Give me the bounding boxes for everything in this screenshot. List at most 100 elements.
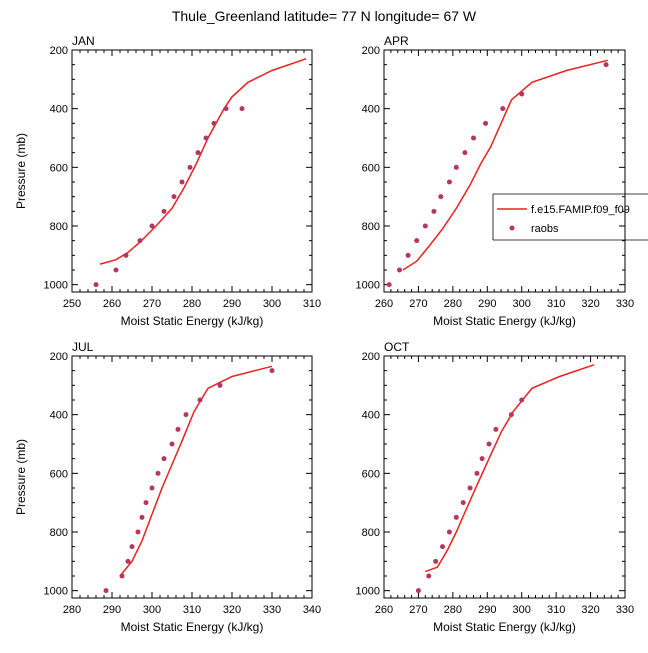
obs-point xyxy=(474,470,480,476)
obs-point xyxy=(508,412,514,418)
obs-point xyxy=(161,456,167,462)
y-tick-label: 1000 xyxy=(44,280,68,292)
x-tick-label: 310 xyxy=(303,298,321,310)
y-tick-label: 800 xyxy=(362,221,380,233)
model-line xyxy=(402,59,608,271)
x-tick-label: 260 xyxy=(375,298,393,310)
obs-point xyxy=(195,150,201,156)
plot-frame xyxy=(383,355,626,599)
legend-model-label: f.e15.FAMIP.f09_f09 xyxy=(531,204,630,216)
panel-apr: 260 270 280 290 300 310 320 330 200 400 600 800 1000… xyxy=(356,34,635,328)
x-tick-label: 260 xyxy=(375,604,393,616)
obs-point xyxy=(171,194,177,200)
legend-obs-label: raobs xyxy=(531,223,559,235)
obs-point xyxy=(486,441,492,447)
model-line xyxy=(99,58,307,265)
x-tick-label: 270 xyxy=(143,298,161,310)
x-tick-label: 320 xyxy=(223,604,241,616)
y-tick-label: 600 xyxy=(362,162,380,174)
obs-point xyxy=(414,238,420,244)
x-tick-label: 290 xyxy=(223,298,241,310)
obs-point xyxy=(155,470,161,476)
obs-point xyxy=(125,558,131,564)
y-tick-label: 1000 xyxy=(44,586,68,598)
y-tick-label: 1000 xyxy=(356,586,380,598)
obs-point xyxy=(135,529,141,535)
obs-point xyxy=(462,150,468,156)
y-tick-label: 200 xyxy=(50,351,68,363)
x-tick-label: 310 xyxy=(547,298,565,310)
y-tick-label: 200 xyxy=(362,351,380,363)
panel-label: JUL xyxy=(72,340,94,354)
obs-point xyxy=(386,282,392,288)
obs-point xyxy=(453,514,459,520)
x-tick-label: 340 xyxy=(303,604,321,616)
obs-point xyxy=(175,426,181,432)
x-tick-label: 260 xyxy=(103,298,121,310)
panels: 250 260 270 280 290 300 310 200 400 600 800 1000 JAN… xyxy=(14,34,634,634)
x-tick-label: 310 xyxy=(183,604,201,616)
x-axis-title: Moist Static Energy (kJ/kg) xyxy=(433,314,576,328)
obs-point xyxy=(422,223,428,229)
obs-point xyxy=(239,106,245,112)
legend-obs-swatch xyxy=(509,225,515,231)
obs-point xyxy=(483,120,489,126)
panel-label: OCT xyxy=(384,340,410,354)
obs-point xyxy=(149,485,155,491)
x-axis-title: Moist Static Energy (kJ/kg) xyxy=(121,620,264,634)
obs-point xyxy=(119,573,125,579)
obs-point xyxy=(137,238,143,244)
model-line xyxy=(425,364,595,573)
obs-point xyxy=(500,106,506,112)
obs-point xyxy=(203,135,209,141)
y-tick-label: 1000 xyxy=(356,280,380,292)
obs-point xyxy=(438,194,444,200)
y-tick-label: 400 xyxy=(50,104,68,116)
x-tick-label: 320 xyxy=(581,604,599,616)
model-line xyxy=(119,365,273,577)
x-tick-label: 300 xyxy=(263,298,281,310)
panel-label: APR xyxy=(384,34,409,48)
obs-point xyxy=(139,514,145,520)
y-tick-label: 800 xyxy=(50,527,68,539)
obs-point xyxy=(129,544,135,550)
x-tick-label: 290 xyxy=(478,298,496,310)
x-tick-label: 310 xyxy=(547,604,565,616)
x-tick-label: 300 xyxy=(513,298,531,310)
x-tick-label: 290 xyxy=(478,604,496,616)
obs-point xyxy=(405,252,411,258)
y-tick-label: 800 xyxy=(50,221,68,233)
x-tick-label: 290 xyxy=(103,604,121,616)
obs-point xyxy=(103,588,109,594)
x-tick-label: 280 xyxy=(444,298,462,310)
x-tick-label: 280 xyxy=(63,604,81,616)
x-tick-label: 330 xyxy=(616,298,634,310)
y-tick-label: 600 xyxy=(50,468,68,480)
obs-point xyxy=(603,62,609,68)
x-tick-label: 280 xyxy=(183,298,201,310)
obs-point xyxy=(433,558,439,564)
plot-frame xyxy=(383,49,626,293)
x-tick-label: 270 xyxy=(409,298,427,310)
obs-point xyxy=(460,500,466,506)
x-tick-label: 250 xyxy=(63,298,81,310)
obs-point xyxy=(197,397,203,403)
obs-point xyxy=(183,412,189,418)
obs-point xyxy=(471,135,477,141)
obs-point xyxy=(161,208,167,214)
obs-point xyxy=(431,208,437,214)
x-tick-label: 300 xyxy=(513,604,531,616)
y-tick-label: 800 xyxy=(362,527,380,539)
obs-point xyxy=(169,441,175,447)
x-tick-label: 320 xyxy=(581,298,599,310)
obs-point xyxy=(519,91,525,97)
x-axis-title: Moist Static Energy (kJ/kg) xyxy=(121,314,264,328)
y-tick-label: 600 xyxy=(362,468,380,480)
obs-point xyxy=(223,106,229,112)
y-tick-label: 400 xyxy=(362,104,380,116)
y-tick-label: 600 xyxy=(50,162,68,174)
obs-point xyxy=(143,500,149,506)
x-axis-title: Moist Static Energy (kJ/kg) xyxy=(433,620,576,634)
obs-point xyxy=(446,529,452,535)
